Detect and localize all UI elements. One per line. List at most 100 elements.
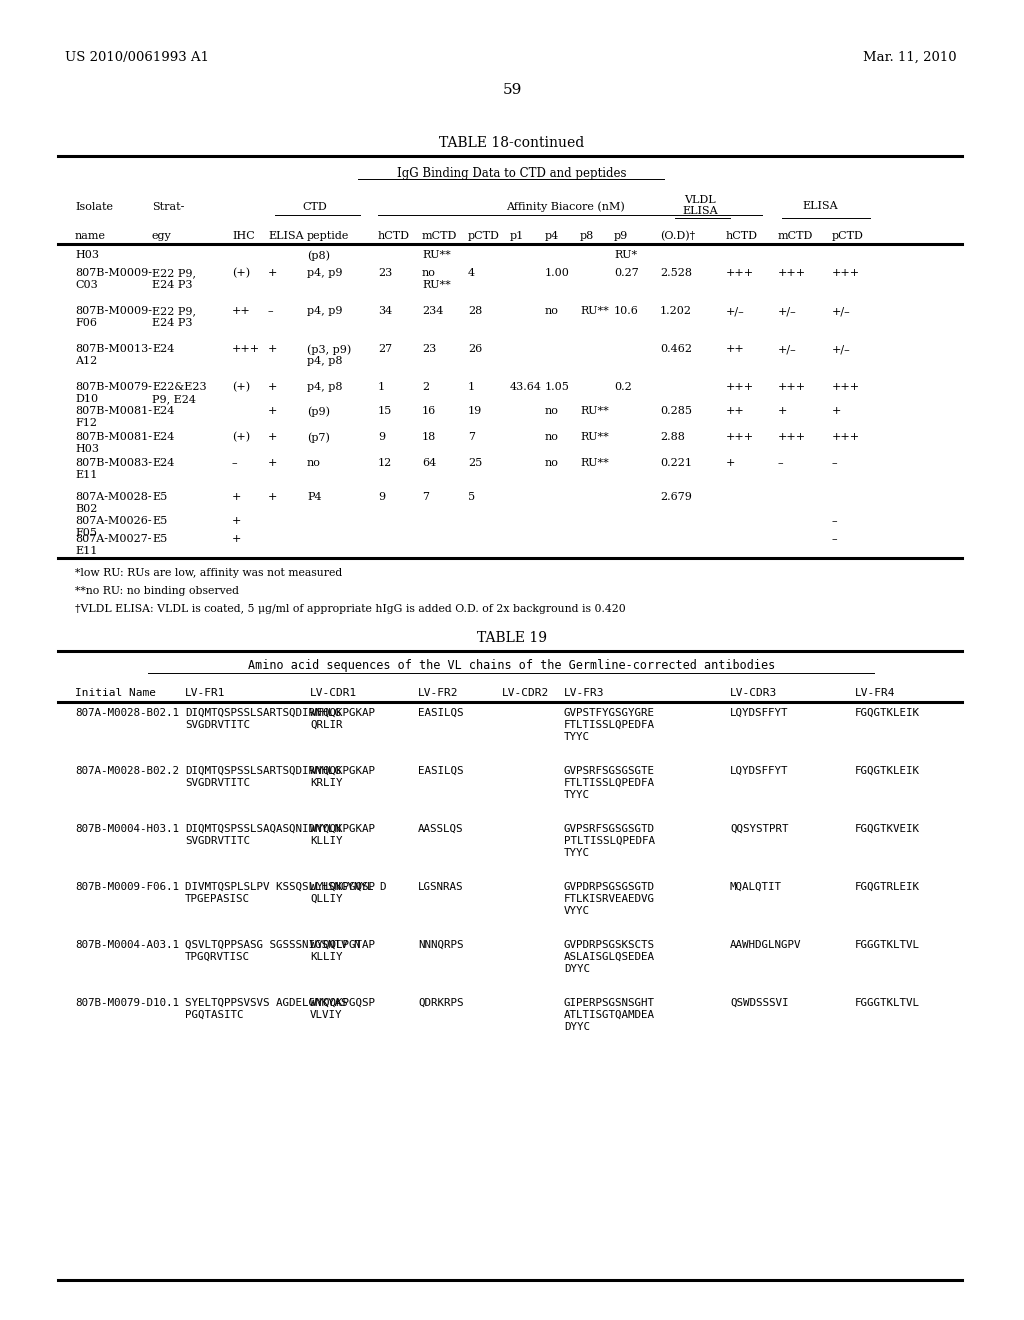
Text: GVPDRPSGSGSGTD: GVPDRPSGSGSGTD <box>564 882 655 892</box>
Text: 5: 5 <box>468 492 475 502</box>
Text: 807B-M0079-D10.1: 807B-M0079-D10.1 <box>75 998 179 1008</box>
Text: ATLTISGTQAMDEA: ATLTISGTQAMDEA <box>564 1010 655 1020</box>
Text: **no RU: no binding observed: **no RU: no binding observed <box>75 586 239 597</box>
Text: E22 P9,: E22 P9, <box>152 268 196 279</box>
Text: 15: 15 <box>378 407 392 416</box>
Text: DYYC: DYYC <box>564 1022 590 1032</box>
Text: 807B-M0009-: 807B-M0009- <box>75 306 152 315</box>
Text: FTLKISRVEAEDVG: FTLKISRVEAEDVG <box>564 894 655 904</box>
Text: 9: 9 <box>378 432 385 442</box>
Text: SVGDRVTITC: SVGDRVTITC <box>185 719 250 730</box>
Text: GVPSRFSGSGSGTD: GVPSRFSGSGSGTD <box>564 824 655 834</box>
Text: FGQGTKVEIK: FGQGTKVEIK <box>855 824 920 834</box>
Text: LGSNRAS: LGSNRAS <box>418 882 464 892</box>
Text: –: – <box>232 458 238 469</box>
Text: no: no <box>545 306 559 315</box>
Text: 807A-M0028-B02.2: 807A-M0028-B02.2 <box>75 766 179 776</box>
Text: pCTD: pCTD <box>831 231 864 242</box>
Text: E22 P9,: E22 P9, <box>152 306 196 315</box>
Text: B02: B02 <box>75 504 97 513</box>
Text: IgG Binding Data to CTD and peptides: IgG Binding Data to CTD and peptides <box>397 166 627 180</box>
Text: *low RU: RUs are low, affinity was not measured: *low RU: RUs are low, affinity was not m… <box>75 568 342 578</box>
Text: QQSYSTPRT: QQSYSTPRT <box>730 824 788 834</box>
Text: GIPERPSGSNSGHT: GIPERPSGSNSGHT <box>564 998 655 1008</box>
Text: +: + <box>268 432 278 442</box>
Text: E5: E5 <box>152 535 167 544</box>
Text: QLLIY: QLLIY <box>310 894 342 904</box>
Text: hCTD: hCTD <box>378 231 410 242</box>
Text: F12: F12 <box>75 418 97 428</box>
Text: QDRKRPS: QDRKRPS <box>418 998 464 1008</box>
Text: +/–: +/– <box>778 306 797 315</box>
Text: LV-FR4: LV-FR4 <box>855 688 896 698</box>
Text: 807B-M0013-: 807B-M0013- <box>75 345 152 354</box>
Text: 64: 64 <box>422 458 436 469</box>
Text: Isolate: Isolate <box>75 202 113 213</box>
Text: E24: E24 <box>152 345 174 354</box>
Text: no: no <box>545 432 559 442</box>
Text: E24: E24 <box>152 432 174 442</box>
Text: P4: P4 <box>307 492 322 502</box>
Text: QSWDSSSVI: QSWDSSSVI <box>730 998 788 1008</box>
Text: E24: E24 <box>152 407 174 416</box>
Text: LQYDSFFYT: LQYDSFFYT <box>730 766 788 776</box>
Text: p4, p9: p4, p9 <box>307 268 342 279</box>
Text: +++: +++ <box>726 381 754 392</box>
Text: FTLTISSLQPEDFA: FTLTISSLQPEDFA <box>564 777 655 788</box>
Text: VLVIY: VLVIY <box>310 1010 342 1020</box>
Text: mCTD: mCTD <box>778 231 813 242</box>
Text: 0.221: 0.221 <box>660 458 692 469</box>
Text: +/–: +/– <box>831 345 851 354</box>
Text: LV-CDR3: LV-CDR3 <box>730 688 777 698</box>
Text: 23: 23 <box>378 268 392 279</box>
Text: QSVLTQPPSASG SGSSSNIGSNTV N: QSVLTQPPSASG SGSSSNIGSNTV N <box>185 940 360 950</box>
Text: 0.27: 0.27 <box>614 268 639 279</box>
Text: 7: 7 <box>422 492 429 502</box>
Text: IHC: IHC <box>232 231 255 242</box>
Text: 807B-M0081-: 807B-M0081- <box>75 407 152 416</box>
Text: 25: 25 <box>468 458 482 469</box>
Text: E22&E23: E22&E23 <box>152 381 207 392</box>
Text: DYYC: DYYC <box>564 964 590 974</box>
Text: TABLE 18-continued: TABLE 18-continued <box>439 136 585 150</box>
Text: F06: F06 <box>75 318 97 327</box>
Text: FGGGTKLTVL: FGGGTKLTVL <box>855 940 920 950</box>
Text: WYQQKPGQSP: WYQQKPGQSP <box>310 998 375 1008</box>
Text: +: + <box>268 268 278 279</box>
Text: Initial Name: Initial Name <box>75 688 156 698</box>
Text: RU**: RU** <box>422 249 451 260</box>
Text: FGGGTKLTVL: FGGGTKLTVL <box>855 998 920 1008</box>
Text: +: + <box>726 458 735 469</box>
Text: E24: E24 <box>152 458 174 469</box>
Text: –: – <box>268 306 273 315</box>
Text: KRLIY: KRLIY <box>310 777 342 788</box>
Text: PGQTASITC: PGQTASITC <box>185 1010 244 1020</box>
Text: ++: ++ <box>726 407 744 416</box>
Text: 807A-M0027-: 807A-M0027- <box>75 535 152 544</box>
Text: RU**: RU** <box>580 432 608 442</box>
Text: no: no <box>307 458 321 469</box>
Text: +++: +++ <box>726 268 754 279</box>
Text: NNNQRPS: NNNQRPS <box>418 940 464 950</box>
Text: no: no <box>545 458 559 469</box>
Text: SVGDRVTITC: SVGDRVTITC <box>185 836 250 846</box>
Text: DIQMTQSPSSLSAQASQNIDNYLN: DIQMTQSPSSLSAQASQNIDNYLN <box>185 824 341 834</box>
Text: LV-CDR2: LV-CDR2 <box>502 688 549 698</box>
Text: mCTD: mCTD <box>422 231 458 242</box>
Text: 2.679: 2.679 <box>660 492 692 502</box>
Text: FGQGTKLEIK: FGQGTKLEIK <box>855 708 920 718</box>
Text: 23: 23 <box>422 345 436 354</box>
Text: 34: 34 <box>378 306 392 315</box>
Text: MQALQTIT: MQALQTIT <box>730 882 782 892</box>
Text: E24 P3: E24 P3 <box>152 318 193 327</box>
Text: 18: 18 <box>422 432 436 442</box>
Text: DIQMTQSPSSLSARTSQDIRNHLG: DIQMTQSPSSLSARTSQDIRNHLG <box>185 766 341 776</box>
Text: LV-FR1: LV-FR1 <box>185 688 225 698</box>
Text: WYQQLPGTAP: WYQQLPGTAP <box>310 940 375 950</box>
Text: p1: p1 <box>510 231 524 242</box>
Text: peptide: peptide <box>307 231 349 242</box>
Text: TABLE 19: TABLE 19 <box>477 631 547 645</box>
Text: +: + <box>232 535 242 544</box>
Text: CTD: CTD <box>302 202 327 213</box>
Text: +: + <box>232 492 242 502</box>
